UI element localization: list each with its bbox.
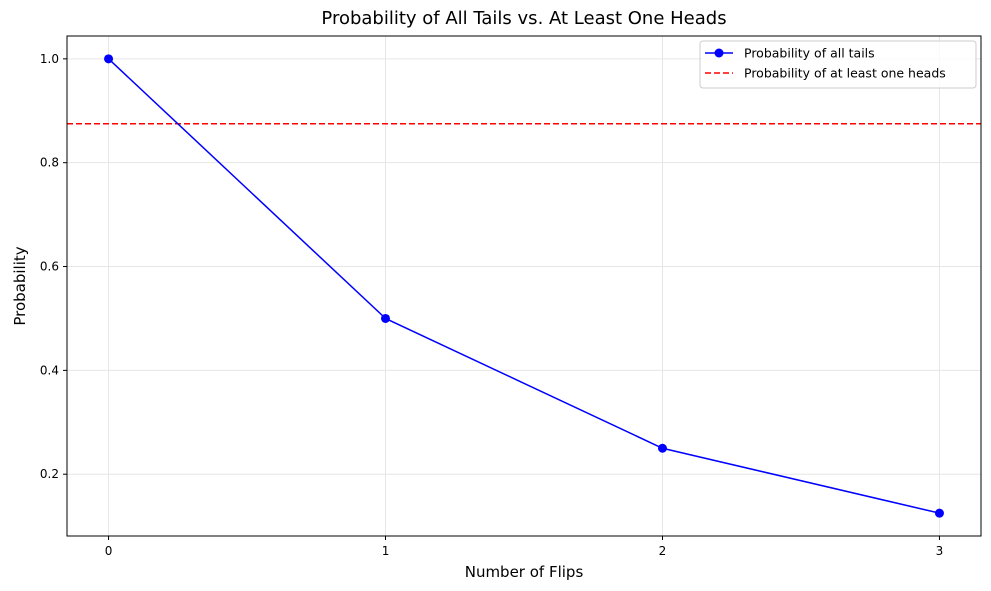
y-tick-label: 0.6: [40, 260, 59, 274]
legend-swatch-all-tails-marker: [714, 48, 724, 58]
series-all-tails-point: [104, 54, 114, 64]
series-all-tails-point: [934, 508, 944, 518]
legend: Probability of all tails Probability of …: [699, 40, 977, 89]
series-all-tails-point: [657, 443, 667, 453]
y-axis-label: Probability: [11, 246, 29, 325]
plot-data: [67, 54, 981, 518]
x-tick-label: 0: [105, 544, 113, 558]
series-all-tails-point: [381, 313, 391, 323]
series-all-tails-line: [108, 58, 940, 514]
x-tick-label: 3: [936, 544, 944, 558]
axis-ticks: 0 1 2 3 0.2 0.4 0.6 0.8 1.0: [40, 52, 943, 558]
legend-label-all-tails: Probability of all tails: [744, 46, 875, 61]
x-tick-label: 2: [659, 544, 667, 558]
chart-title: Probability of All Tails vs. At Least On…: [321, 8, 726, 29]
y-tick-label: 1.0: [40, 52, 59, 66]
y-tick-label: 0.8: [40, 156, 59, 170]
legend-box: [699, 40, 977, 89]
legend-label-at-least-one-heads: Probability of at least one heads: [744, 66, 946, 81]
y-tick-label: 0.4: [40, 363, 59, 377]
y-tick-label: 0.2: [40, 467, 59, 481]
x-tick-label: 1: [382, 544, 390, 558]
plot-frame: [66, 35, 982, 537]
x-axis-label: Number of Flips: [465, 563, 584, 581]
